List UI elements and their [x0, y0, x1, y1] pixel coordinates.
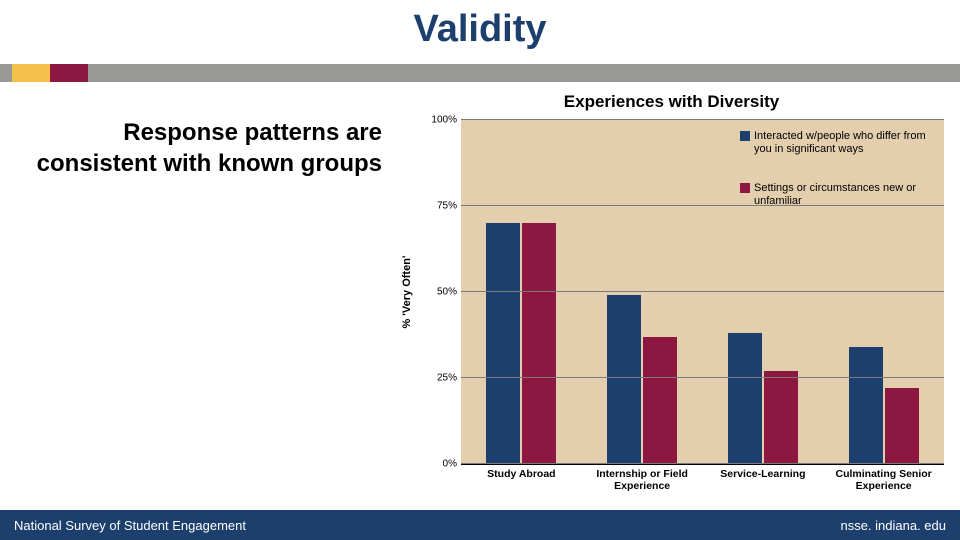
gridline	[461, 463, 944, 464]
legend-label: Settings or circumstances new or unfamil…	[754, 182, 932, 207]
chart-title: Experiences with Diversity	[395, 92, 948, 112]
page-title: Validity	[0, 0, 960, 51]
bar	[728, 333, 762, 464]
bar-group: Service-Learning	[703, 120, 824, 464]
bar-group: Culminating Senior Experience	[823, 120, 944, 464]
ytick-label: 0%	[419, 459, 457, 470]
footer-bar: National Survey of Student Engagement ns…	[0, 510, 960, 540]
legend-swatch	[740, 131, 750, 141]
ytick-label: 50%	[419, 287, 457, 298]
left-summary-text: Response patterns are consistent with kn…	[22, 118, 382, 179]
bar	[522, 223, 556, 464]
bar	[764, 371, 798, 464]
plot-area: Study AbroadInternship or Field Experien…	[461, 120, 944, 464]
bar	[849, 347, 883, 464]
bar	[643, 337, 677, 464]
plot-shell: % 'Very Often' Study AbroadInternship or…	[417, 120, 948, 464]
bar	[486, 223, 520, 464]
y-axis-label: % 'Very Often'	[401, 255, 413, 328]
gridline	[461, 291, 944, 292]
xtick-label: Culminating Senior Experience	[811, 464, 956, 492]
footer-left: National Survey of Student Engagement	[14, 518, 246, 533]
gridline	[461, 377, 944, 378]
footer-right: nsse. indiana. edu	[840, 518, 946, 533]
header-stripe	[0, 64, 960, 82]
bar	[885, 388, 919, 464]
bars-layer: Study AbroadInternship or Field Experien…	[461, 120, 944, 464]
gridline	[461, 119, 944, 120]
legend-swatch	[740, 183, 750, 193]
ytick-label: 75%	[419, 201, 457, 212]
chart-container: Experiences with Diversity % 'Very Often…	[395, 92, 948, 504]
stripe-accent-yellow	[12, 64, 50, 82]
stripe-accent-maroon	[50, 64, 88, 82]
bar-group: Internship or Field Experience	[582, 120, 703, 464]
legend-item: Interacted w/people who differ from you …	[740, 130, 936, 155]
ytick-label: 100%	[419, 115, 457, 126]
legend-item: Settings or circumstances new or unfamil…	[740, 182, 936, 207]
ytick-label: 25%	[419, 373, 457, 384]
bar	[607, 295, 641, 464]
bar-group: Study Abroad	[461, 120, 582, 464]
legend-label: Interacted w/people who differ from you …	[754, 130, 932, 155]
